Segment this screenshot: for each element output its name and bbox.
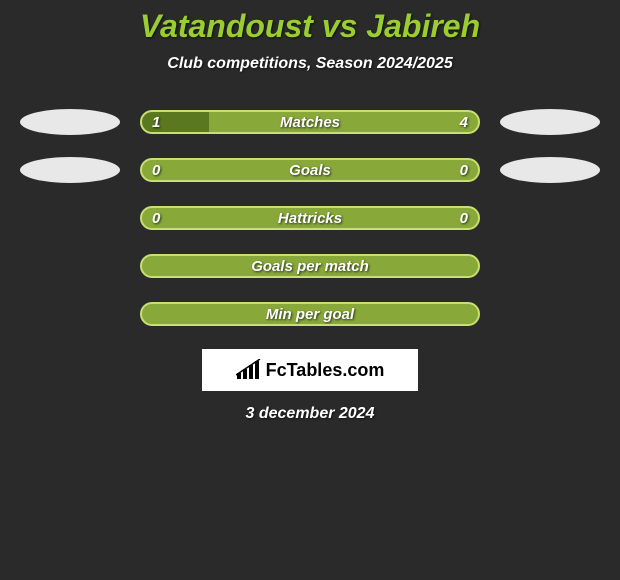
stat-label: Matches <box>280 114 340 131</box>
stat-bar: 1 Matches 4 <box>140 110 480 134</box>
player-left-avatar <box>20 253 120 279</box>
stat-bar: Goals per match <box>140 254 480 278</box>
page-subtitle: Club competitions, Season 2024/2025 <box>0 55 620 73</box>
stat-left-value: 0 <box>152 210 160 227</box>
brand-logo-text: FcTables.com <box>266 360 385 381</box>
stat-right-value: 0 <box>460 210 468 227</box>
player-right-avatar <box>500 109 600 135</box>
stat-right-value: 0 <box>460 162 468 179</box>
player-right-avatar <box>500 205 600 231</box>
stat-label: Min per goal <box>266 306 354 323</box>
stats-rows: 1 Matches 4 0 Goals 0 0 Hattricks 0 Goals per mat… <box>0 109 620 327</box>
date-label: 3 december 2024 <box>0 405 620 423</box>
stat-row: 0 Goals 0 <box>0 157 620 183</box>
player-left-avatar <box>20 301 120 327</box>
player-right-avatar <box>500 157 600 183</box>
stat-row: Goals per match <box>0 253 620 279</box>
stat-label: Hattricks <box>278 210 342 227</box>
stat-row: Min per goal <box>0 301 620 327</box>
stat-row: 0 Hattricks 0 <box>0 205 620 231</box>
stat-bar: Min per goal <box>140 302 480 326</box>
player-left-avatar <box>20 157 120 183</box>
player-left-avatar <box>20 109 120 135</box>
player-right-avatar <box>500 301 600 327</box>
stat-left-value: 0 <box>152 162 160 179</box>
player-right-avatar <box>500 253 600 279</box>
stat-bar: 0 Hattricks 0 <box>140 206 480 230</box>
stat-right-value: 4 <box>460 114 468 131</box>
stat-bar: 0 Goals 0 <box>140 158 480 182</box>
stat-left-value: 1 <box>152 114 160 131</box>
player-left-avatar <box>20 205 120 231</box>
stat-label: Goals <box>289 162 331 179</box>
stat-label: Goals per match <box>251 258 369 275</box>
comparison-container: Vatandoust vs Jabireh Club competitions,… <box>0 0 620 423</box>
stat-row: 1 Matches 4 <box>0 109 620 135</box>
brand-logo-box: FcTables.com <box>202 349 418 391</box>
chart-icon <box>236 359 262 381</box>
page-title: Vatandoust vs Jabireh <box>0 8 620 45</box>
